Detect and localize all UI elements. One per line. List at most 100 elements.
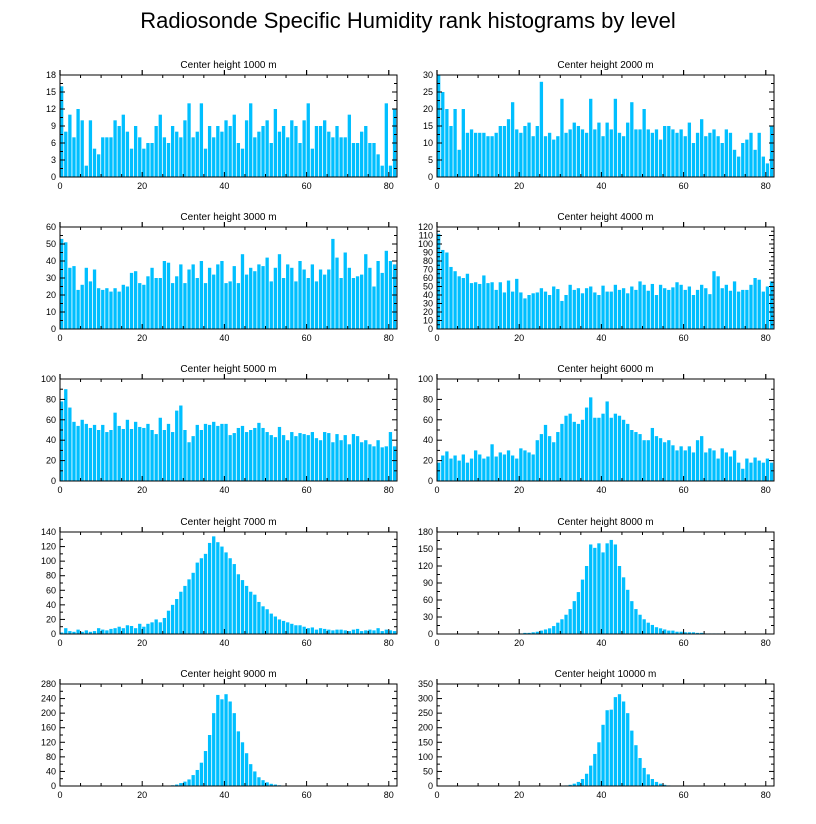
bar bbox=[257, 422, 261, 481]
x-tick-label: 40 bbox=[219, 638, 229, 648]
bar bbox=[634, 289, 638, 329]
bar bbox=[728, 132, 733, 177]
bar bbox=[543, 136, 548, 177]
bar bbox=[273, 109, 278, 177]
bar bbox=[384, 103, 388, 177]
bar bbox=[117, 425, 121, 481]
x-tick-label: 60 bbox=[302, 790, 312, 800]
bar bbox=[531, 632, 535, 634]
bar bbox=[675, 631, 679, 634]
bar bbox=[162, 137, 167, 177]
bar bbox=[331, 630, 335, 634]
bar bbox=[589, 544, 593, 634]
panel-title: Center height 3000 m bbox=[180, 212, 276, 223]
bar bbox=[593, 292, 597, 329]
bar bbox=[757, 132, 761, 177]
y-tick-label: 50 bbox=[46, 239, 56, 249]
y-tick-label: 30 bbox=[46, 273, 56, 283]
bar bbox=[741, 289, 745, 329]
bar bbox=[515, 278, 519, 329]
bar bbox=[355, 143, 360, 177]
bar bbox=[388, 630, 393, 634]
bar bbox=[638, 614, 642, 634]
bar bbox=[609, 129, 613, 177]
panel-title: Center height 9000 m bbox=[180, 669, 276, 680]
bar bbox=[667, 289, 671, 329]
bar bbox=[179, 783, 183, 786]
bar bbox=[228, 435, 232, 481]
bar bbox=[737, 291, 741, 329]
bar bbox=[129, 148, 134, 177]
bar bbox=[376, 154, 380, 177]
bar bbox=[535, 126, 539, 177]
panel-1: Center height 1000 m 0 3 6 9 12 15 18 0 20 40 60 80 bbox=[46, 60, 398, 191]
bar bbox=[494, 289, 498, 329]
x-tick-label: 0 bbox=[57, 638, 62, 648]
panel-title: Center height 6000 m bbox=[557, 364, 653, 375]
bar bbox=[80, 419, 84, 481]
bar bbox=[101, 289, 105, 329]
bar bbox=[195, 769, 199, 786]
bar bbox=[158, 278, 162, 329]
y-tick-label: 280 bbox=[41, 679, 56, 689]
bar bbox=[232, 114, 236, 177]
bar bbox=[392, 264, 397, 329]
bar bbox=[576, 288, 581, 329]
bar bbox=[547, 295, 552, 329]
bar bbox=[584, 132, 589, 177]
bar bbox=[445, 109, 449, 177]
bar bbox=[642, 619, 646, 634]
bar bbox=[638, 434, 642, 481]
bar bbox=[515, 129, 519, 177]
bar bbox=[273, 784, 278, 786]
bar bbox=[101, 137, 105, 177]
bar bbox=[675, 132, 679, 177]
bar bbox=[539, 288, 544, 329]
bar bbox=[437, 233, 441, 329]
bar bbox=[441, 249, 445, 329]
bar bbox=[547, 628, 552, 634]
x-tick-label: 0 bbox=[434, 181, 439, 191]
bar bbox=[121, 428, 125, 481]
y-tick-label: 0 bbox=[428, 324, 433, 334]
bar bbox=[543, 424, 548, 481]
x-tick-label: 0 bbox=[57, 181, 62, 191]
bar bbox=[195, 562, 199, 634]
bar bbox=[105, 630, 109, 634]
bar bbox=[117, 291, 121, 329]
bar bbox=[207, 267, 212, 329]
bar bbox=[113, 288, 117, 329]
bar bbox=[671, 630, 675, 634]
bar bbox=[392, 446, 397, 481]
bar bbox=[113, 412, 117, 481]
bar bbox=[646, 440, 650, 481]
bar bbox=[64, 628, 68, 634]
bar bbox=[601, 285, 605, 329]
bar bbox=[212, 713, 216, 786]
bar bbox=[351, 278, 356, 329]
bar bbox=[556, 136, 560, 177]
bar bbox=[355, 276, 360, 329]
bar bbox=[732, 450, 737, 481]
bar bbox=[269, 783, 273, 786]
bar bbox=[68, 407, 72, 481]
bar bbox=[650, 624, 655, 634]
bar bbox=[170, 126, 175, 177]
bar bbox=[80, 120, 84, 177]
bar bbox=[556, 432, 560, 481]
bar bbox=[207, 735, 212, 786]
bar bbox=[343, 252, 347, 329]
x-tick-label: 40 bbox=[219, 181, 229, 191]
bar bbox=[318, 269, 323, 329]
bar bbox=[298, 433, 302, 481]
bar bbox=[638, 281, 642, 329]
panel-10: Center height 10000 m0501001502002503003… bbox=[418, 669, 775, 800]
x-tick-label: 0 bbox=[57, 333, 62, 343]
bar bbox=[257, 777, 261, 786]
bar bbox=[761, 291, 765, 329]
bar bbox=[117, 626, 121, 634]
bar bbox=[347, 267, 351, 329]
bar bbox=[597, 122, 601, 177]
bar bbox=[142, 284, 146, 329]
bar bbox=[613, 413, 618, 481]
